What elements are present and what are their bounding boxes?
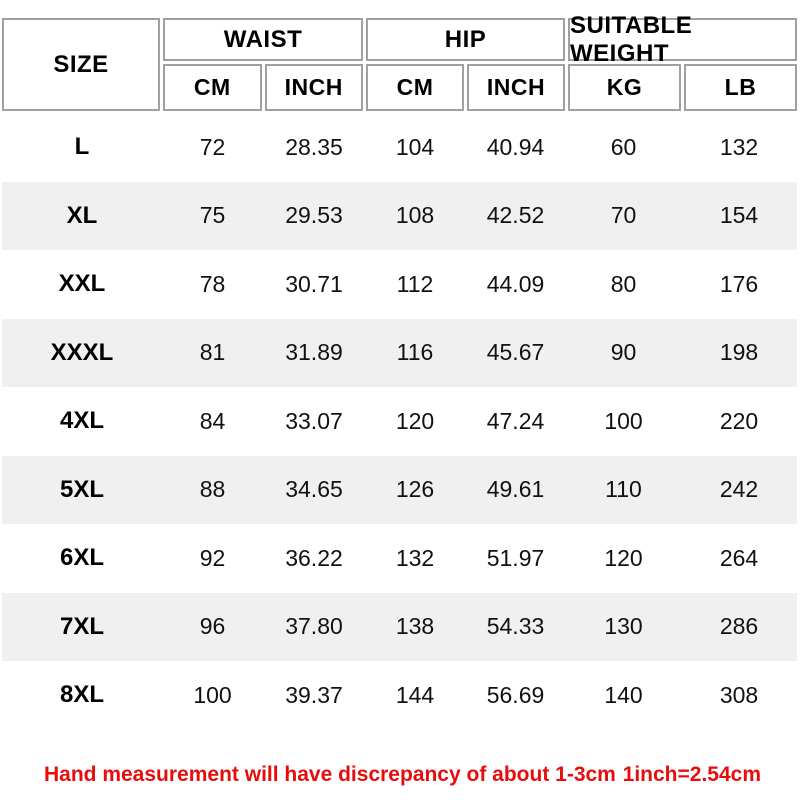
table-body: L 72 28.35 104 40.94 60 132 XL 75 29.53 … (2, 113, 797, 730)
weight-lb-value: 308 (719, 681, 759, 708)
waist-cm-value: 78 (199, 270, 226, 297)
hip-inch-value: 56.69 (486, 681, 545, 708)
header-group-waist: WAIST CM INCH (163, 18, 363, 111)
hip-cm-value: 144 (395, 681, 435, 708)
waist-cm-value: 92 (199, 544, 226, 571)
waist-cm-value: 75 (199, 202, 226, 229)
header-lb: LB (684, 64, 797, 111)
hip-cm-value: 108 (395, 202, 435, 229)
weight-kg-value: 90 (610, 339, 637, 366)
hip-inch-value: 51.97 (486, 544, 545, 571)
header-waist: WAIST (163, 18, 363, 61)
hip-cm-value: 138 (395, 613, 435, 640)
waist-inch-value: 29.53 (285, 202, 343, 229)
header-hip: HIP (366, 18, 565, 61)
weight-kg-value: 120 (604, 544, 643, 571)
table-row: XXXL 81 31.89 116 45.67 90 198 (2, 318, 797, 387)
table-row: 8XL 100 39.37 144 56.69 140 308 (2, 661, 797, 730)
waist-inch-value: 39.37 (285, 681, 343, 708)
waist-cm-value: 81 (199, 339, 226, 366)
footnotes: Hand measurement will have discrepancy o… (2, 763, 797, 787)
size-label: XXXL (50, 338, 114, 366)
weight-lb-value: 286 (719, 613, 759, 640)
weight-kg-value: 70 (610, 202, 637, 229)
hip-inch-value: 44.09 (486, 270, 545, 297)
table-row: L 72 28.35 104 40.94 60 132 (2, 113, 797, 182)
header-suitable-weight: SUITABLE WEIGHT (568, 12, 797, 67)
header-waist-inch: INCH (264, 64, 363, 111)
waist-inch-value: 37.80 (285, 613, 343, 640)
weight-lb-value: 198 (719, 339, 759, 366)
hip-cm-value: 116 (396, 339, 434, 366)
weight-kg-value: 60 (610, 133, 637, 160)
waist-cm-value: 88 (199, 476, 226, 503)
hip-cm-value: 112 (396, 270, 434, 297)
table-row: 5XL 88 34.65 126 49.61 110 242 (2, 455, 797, 524)
table-row: XL 75 29.53 108 42.52 70 154 (2, 181, 797, 250)
weight-kg-value: 80 (610, 270, 637, 297)
hip-inch-value: 45.67 (486, 339, 545, 366)
header-hip-inch: INCH (467, 64, 565, 111)
weight-lb-value: 176 (719, 270, 759, 297)
weight-kg-value: 110 (605, 476, 642, 503)
hip-cm-value: 104 (395, 133, 435, 160)
weight-lb-value: 132 (719, 133, 759, 160)
weight-lb-value: 220 (719, 407, 759, 434)
measurement-discrepancy-note: Hand measurement will have discrepancy o… (44, 762, 616, 786)
hip-inch-value: 49.61 (486, 476, 545, 503)
hip-cm-value: 126 (395, 476, 435, 503)
hip-inch-value: 42.52 (486, 202, 545, 229)
hip-inch-value: 40.94 (486, 133, 545, 160)
table-row: 6XL 92 36.22 132 51.97 120 264 (2, 524, 797, 593)
waist-inch-value: 33.07 (285, 407, 343, 434)
table-row: XXL 78 30.71 112 44.09 80 176 (2, 250, 797, 319)
hip-inch-value: 54.33 (486, 613, 545, 640)
size-label: L (74, 133, 90, 161)
waist-inch-value: 36.22 (285, 544, 343, 571)
hip-cm-value: 120 (395, 407, 435, 434)
header-size: SIZE (2, 18, 160, 111)
size-label: 6XL (59, 544, 104, 572)
size-label: 8XL (59, 681, 104, 709)
waist-cm-value: 100 (193, 681, 232, 708)
table-row: 4XL 84 33.07 120 47.24 100 220 (2, 387, 797, 456)
waist-inch-value: 34.65 (285, 476, 343, 503)
weight-kg-value: 100 (604, 407, 643, 434)
weight-kg-value: 140 (604, 681, 643, 708)
header-kg: KG (568, 64, 681, 111)
size-label: 5XL (59, 475, 104, 503)
header-group-hip: HIP CM INCH (366, 18, 565, 111)
size-label: 7XL (59, 612, 104, 640)
header-waist-cm: CM (163, 64, 262, 111)
weight-lb-value: 242 (719, 476, 759, 503)
table-header: SIZE WAIST CM INCH HIP CM INCH SUITABLE … (2, 12, 797, 111)
hip-inch-value: 47.24 (486, 407, 545, 434)
hip-cm-value: 132 (395, 544, 435, 571)
header-hip-cm: CM (366, 64, 464, 111)
weight-lb-value: 264 (719, 544, 759, 571)
table-row: 7XL 96 37.80 138 54.33 130 286 (2, 592, 797, 661)
weight-kg-value: 130 (604, 613, 643, 640)
header-group-suitable-weight: SUITABLE WEIGHT KG LB (568, 12, 797, 111)
size-chart-table: SIZE WAIST CM INCH HIP CM INCH SUITABLE … (2, 12, 797, 787)
size-label: XXL (58, 270, 106, 298)
waist-cm-value: 72 (199, 133, 226, 160)
waist-inch-value: 31.89 (285, 339, 343, 366)
weight-lb-value: 154 (719, 202, 759, 229)
waist-inch-value: 30.71 (285, 270, 343, 297)
size-label: 4XL (59, 407, 104, 435)
inch-conversion-note: 1inch=2.54cm (622, 762, 761, 786)
waist-inch-value: 28.35 (285, 133, 343, 160)
waist-cm-value: 96 (199, 613, 226, 640)
size-label: XL (66, 201, 98, 229)
waist-cm-value: 84 (199, 407, 226, 434)
